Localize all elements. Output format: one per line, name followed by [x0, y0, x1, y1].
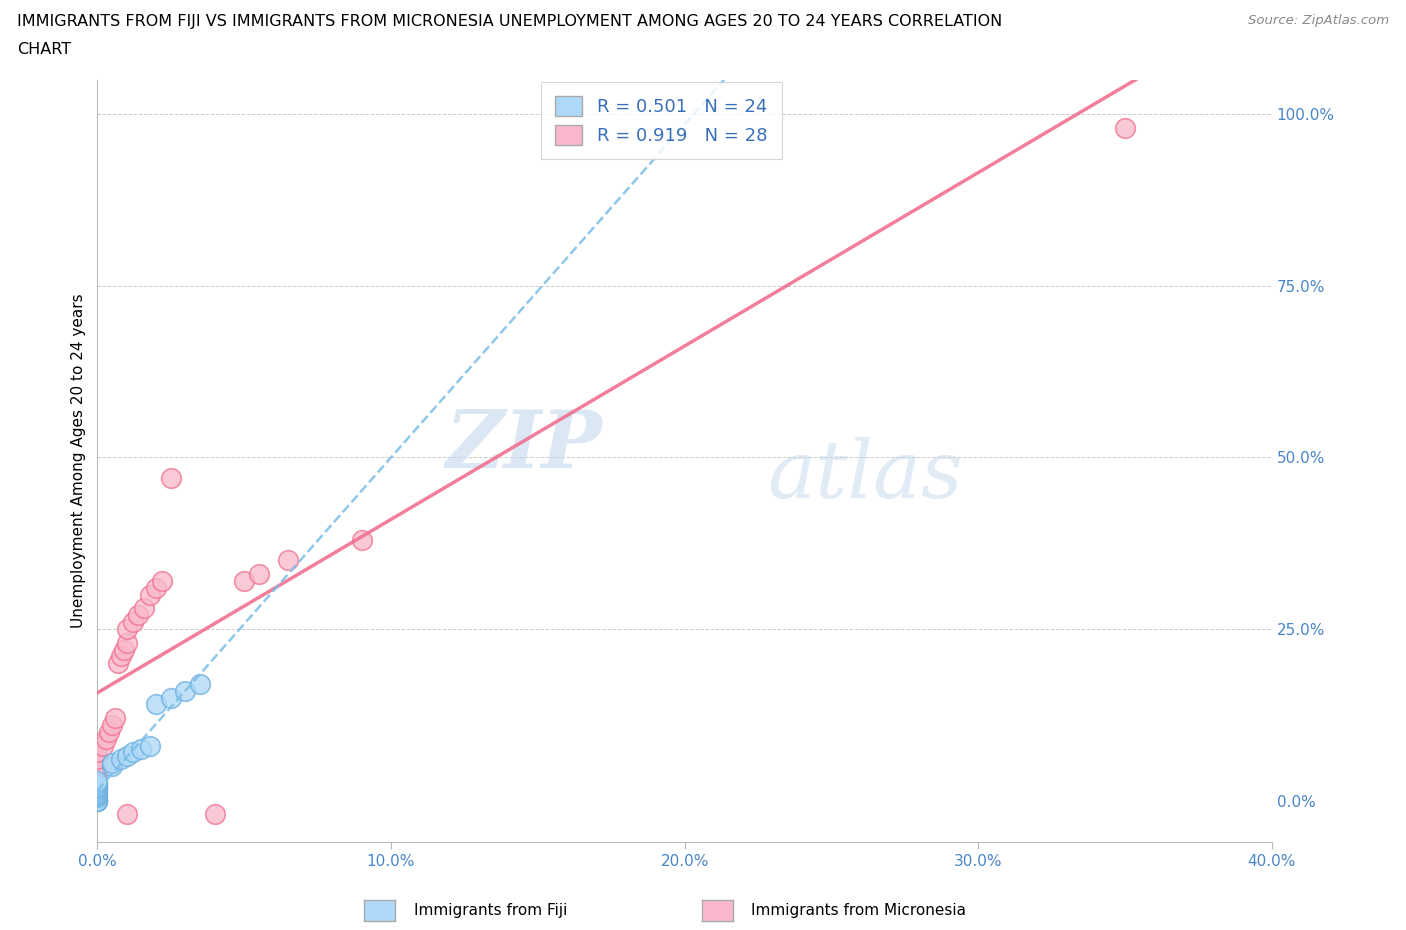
Y-axis label: Unemployment Among Ages 20 to 24 years: Unemployment Among Ages 20 to 24 years [72, 294, 86, 628]
Text: CHART: CHART [17, 42, 70, 57]
Point [98, 724, 121, 739]
Point [127, 608, 149, 623]
Point [86, 781, 108, 796]
Text: Immigrants from Fiji: Immigrants from Fiji [413, 903, 567, 918]
Point [86, 793, 108, 808]
Point [131, 741, 153, 756]
Point [115, 635, 138, 650]
Text: Source: ZipAtlas.com: Source: ZipAtlas.com [1249, 14, 1389, 27]
Point [115, 621, 138, 636]
Point [204, 807, 226, 822]
Point [350, 532, 373, 547]
Point [1114, 121, 1136, 136]
Point [86, 788, 108, 803]
Point [86, 779, 108, 794]
Point [233, 574, 256, 589]
Point [134, 601, 156, 616]
Point [139, 738, 162, 753]
Point [277, 553, 299, 568]
Point [101, 759, 124, 774]
Point [86, 778, 108, 793]
Point [86, 776, 108, 790]
Point [86, 779, 108, 794]
Point [96, 731, 118, 746]
Point [159, 690, 181, 705]
Point [86, 793, 108, 808]
Point [121, 745, 143, 760]
Point [139, 587, 162, 602]
Text: ZIP: ZIP [446, 407, 602, 485]
Point [247, 566, 270, 581]
Point [101, 755, 124, 770]
Point [86, 759, 108, 774]
Text: atlas: atlas [766, 437, 962, 515]
Point [174, 684, 197, 698]
Point [115, 749, 138, 764]
Point [86, 785, 108, 800]
Point [86, 793, 108, 808]
Point [150, 574, 173, 589]
Point [86, 745, 108, 760]
Point [115, 807, 138, 822]
Point [101, 718, 124, 733]
Point [107, 656, 129, 671]
Point [145, 580, 167, 595]
Point [86, 793, 108, 808]
Text: IMMIGRANTS FROM FIJI VS IMMIGRANTS FROM MICRONESIA UNEMPLOYMENT AMONG AGES 20 TO: IMMIGRANTS FROM FIJI VS IMMIGRANTS FROM … [17, 14, 1002, 29]
Point [110, 649, 132, 664]
Legend: R = 0.501   N = 24, R = 0.919   N = 28: R = 0.501 N = 24, R = 0.919 N = 28 [541, 82, 782, 159]
Point [91, 738, 114, 753]
Point [188, 676, 211, 691]
Point [112, 642, 135, 657]
Point [86, 786, 108, 801]
Text: Immigrants from Micronesia: Immigrants from Micronesia [751, 903, 966, 918]
Point [86, 774, 108, 789]
Point [104, 711, 127, 725]
Point [121, 615, 143, 630]
Point [86, 783, 108, 798]
Point [110, 752, 132, 767]
Point [159, 471, 181, 485]
Point [145, 697, 167, 711]
Point [86, 752, 108, 767]
Point [86, 765, 108, 780]
Point [86, 790, 108, 804]
